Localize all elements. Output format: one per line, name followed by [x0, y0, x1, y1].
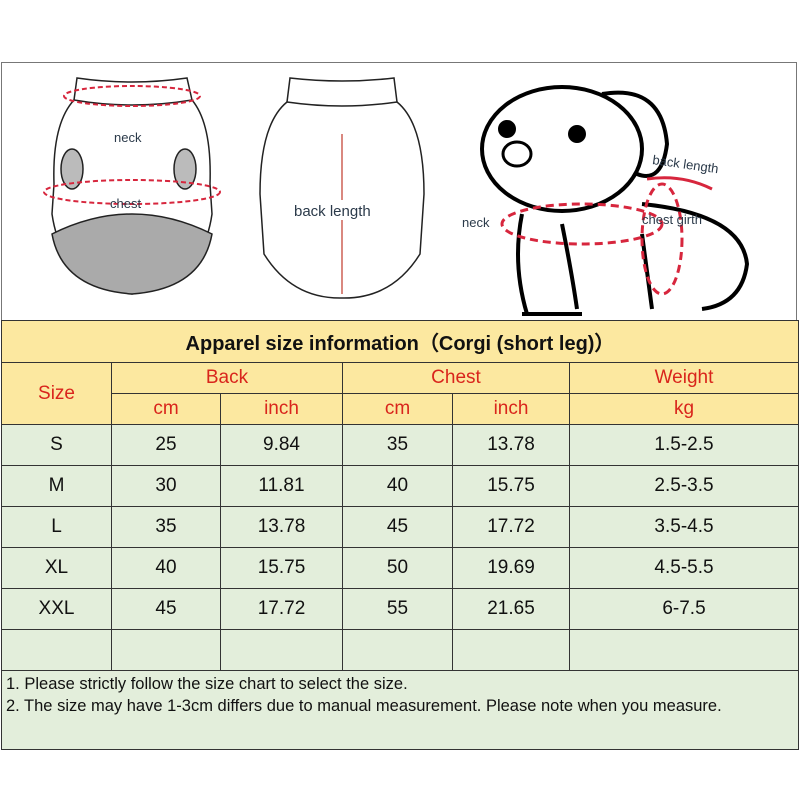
dog-icon: [480, 85, 750, 316]
neck-label: neck: [114, 130, 142, 145]
cell: [342, 629, 453, 671]
cell: 6-7.5: [569, 588, 799, 630]
cell: 19.69: [452, 547, 570, 589]
unit-chest-cm: cm: [342, 393, 453, 425]
header-weight: Weight: [569, 362, 799, 394]
unit-back-cm: cm: [111, 393, 221, 425]
cell: 13.78: [452, 424, 570, 466]
cell: 30: [111, 465, 221, 507]
dog-back-length-label: back length: [652, 152, 720, 176]
unit-back-inch: inch: [220, 393, 343, 425]
cell: [569, 629, 799, 671]
cell: 35: [111, 506, 221, 548]
table-title: Apparel size information（Corgi (short le…: [1, 320, 799, 363]
measurement-illustration: neck chest back length back length neck …: [43, 77, 750, 316]
cell: 25: [111, 424, 221, 466]
cell: 11.81: [220, 465, 343, 507]
unit-weight-kg: kg: [569, 393, 799, 425]
table-row: L 35 13.78 45 17.72 3.5-4.5: [1, 506, 799, 548]
dog-chest-girth-label: chest girth: [642, 212, 702, 227]
cell: 45: [111, 588, 221, 630]
garment-back-diagram: [259, 77, 425, 299]
cell: [1, 629, 112, 671]
notes: 1. Please strictly follow the size chart…: [1, 670, 799, 750]
cell: XXL: [1, 588, 112, 630]
header-chest: Chest: [342, 362, 570, 394]
cell: 15.75: [452, 465, 570, 507]
table-row: XL 40 15.75 50 19.69 4.5-5.5: [1, 547, 799, 589]
cell: 45: [342, 506, 453, 548]
cell: [220, 629, 343, 671]
empty-row: [1, 629, 799, 671]
table-row: S 25 9.84 35 13.78 1.5-2.5: [1, 424, 799, 466]
note-1: 1. Please strictly follow the size chart…: [6, 675, 408, 693]
cell: S: [1, 424, 112, 466]
header-back: Back: [111, 362, 343, 394]
cell: 1.5-2.5: [569, 424, 799, 466]
garment-front-diagram: [43, 77, 221, 295]
size-table: Apparel size information（Corgi (short le…: [1, 320, 799, 750]
header-size: Size: [1, 362, 112, 425]
cell: 3.5-4.5: [569, 506, 799, 548]
cell: XL: [1, 547, 112, 589]
back-length-label: back length: [294, 203, 371, 220]
table-row: M 30 11.81 40 15.75 2.5-3.5: [1, 465, 799, 507]
cell: 2.5-3.5: [569, 465, 799, 507]
cell: 13.78: [220, 506, 343, 548]
cell: 17.72: [220, 588, 343, 630]
unit-chest-inch: inch: [452, 393, 570, 425]
cell: 50: [342, 547, 453, 589]
label-backing: [292, 200, 392, 220]
cell: [452, 629, 570, 671]
cell: L: [1, 506, 112, 548]
cell: 55: [342, 588, 453, 630]
cell: 40: [342, 465, 453, 507]
cell: 35: [342, 424, 453, 466]
note-2: 2. The size may have 1-3cm differs due t…: [6, 697, 722, 715]
cell: 21.65: [452, 588, 570, 630]
chest-label: chest: [110, 196, 141, 211]
cell: 4.5-5.5: [569, 547, 799, 589]
cell: 15.75: [220, 547, 343, 589]
dog-measure-lines: [500, 176, 713, 296]
dog-neck-label: neck: [462, 215, 490, 230]
cell: [111, 629, 221, 671]
cell: 40: [111, 547, 221, 589]
cell: 17.72: [452, 506, 570, 548]
cell: M: [1, 465, 112, 507]
table-row: XXL 45 17.72 55 21.65 6-7.5: [1, 588, 799, 630]
cell: 9.84: [220, 424, 343, 466]
